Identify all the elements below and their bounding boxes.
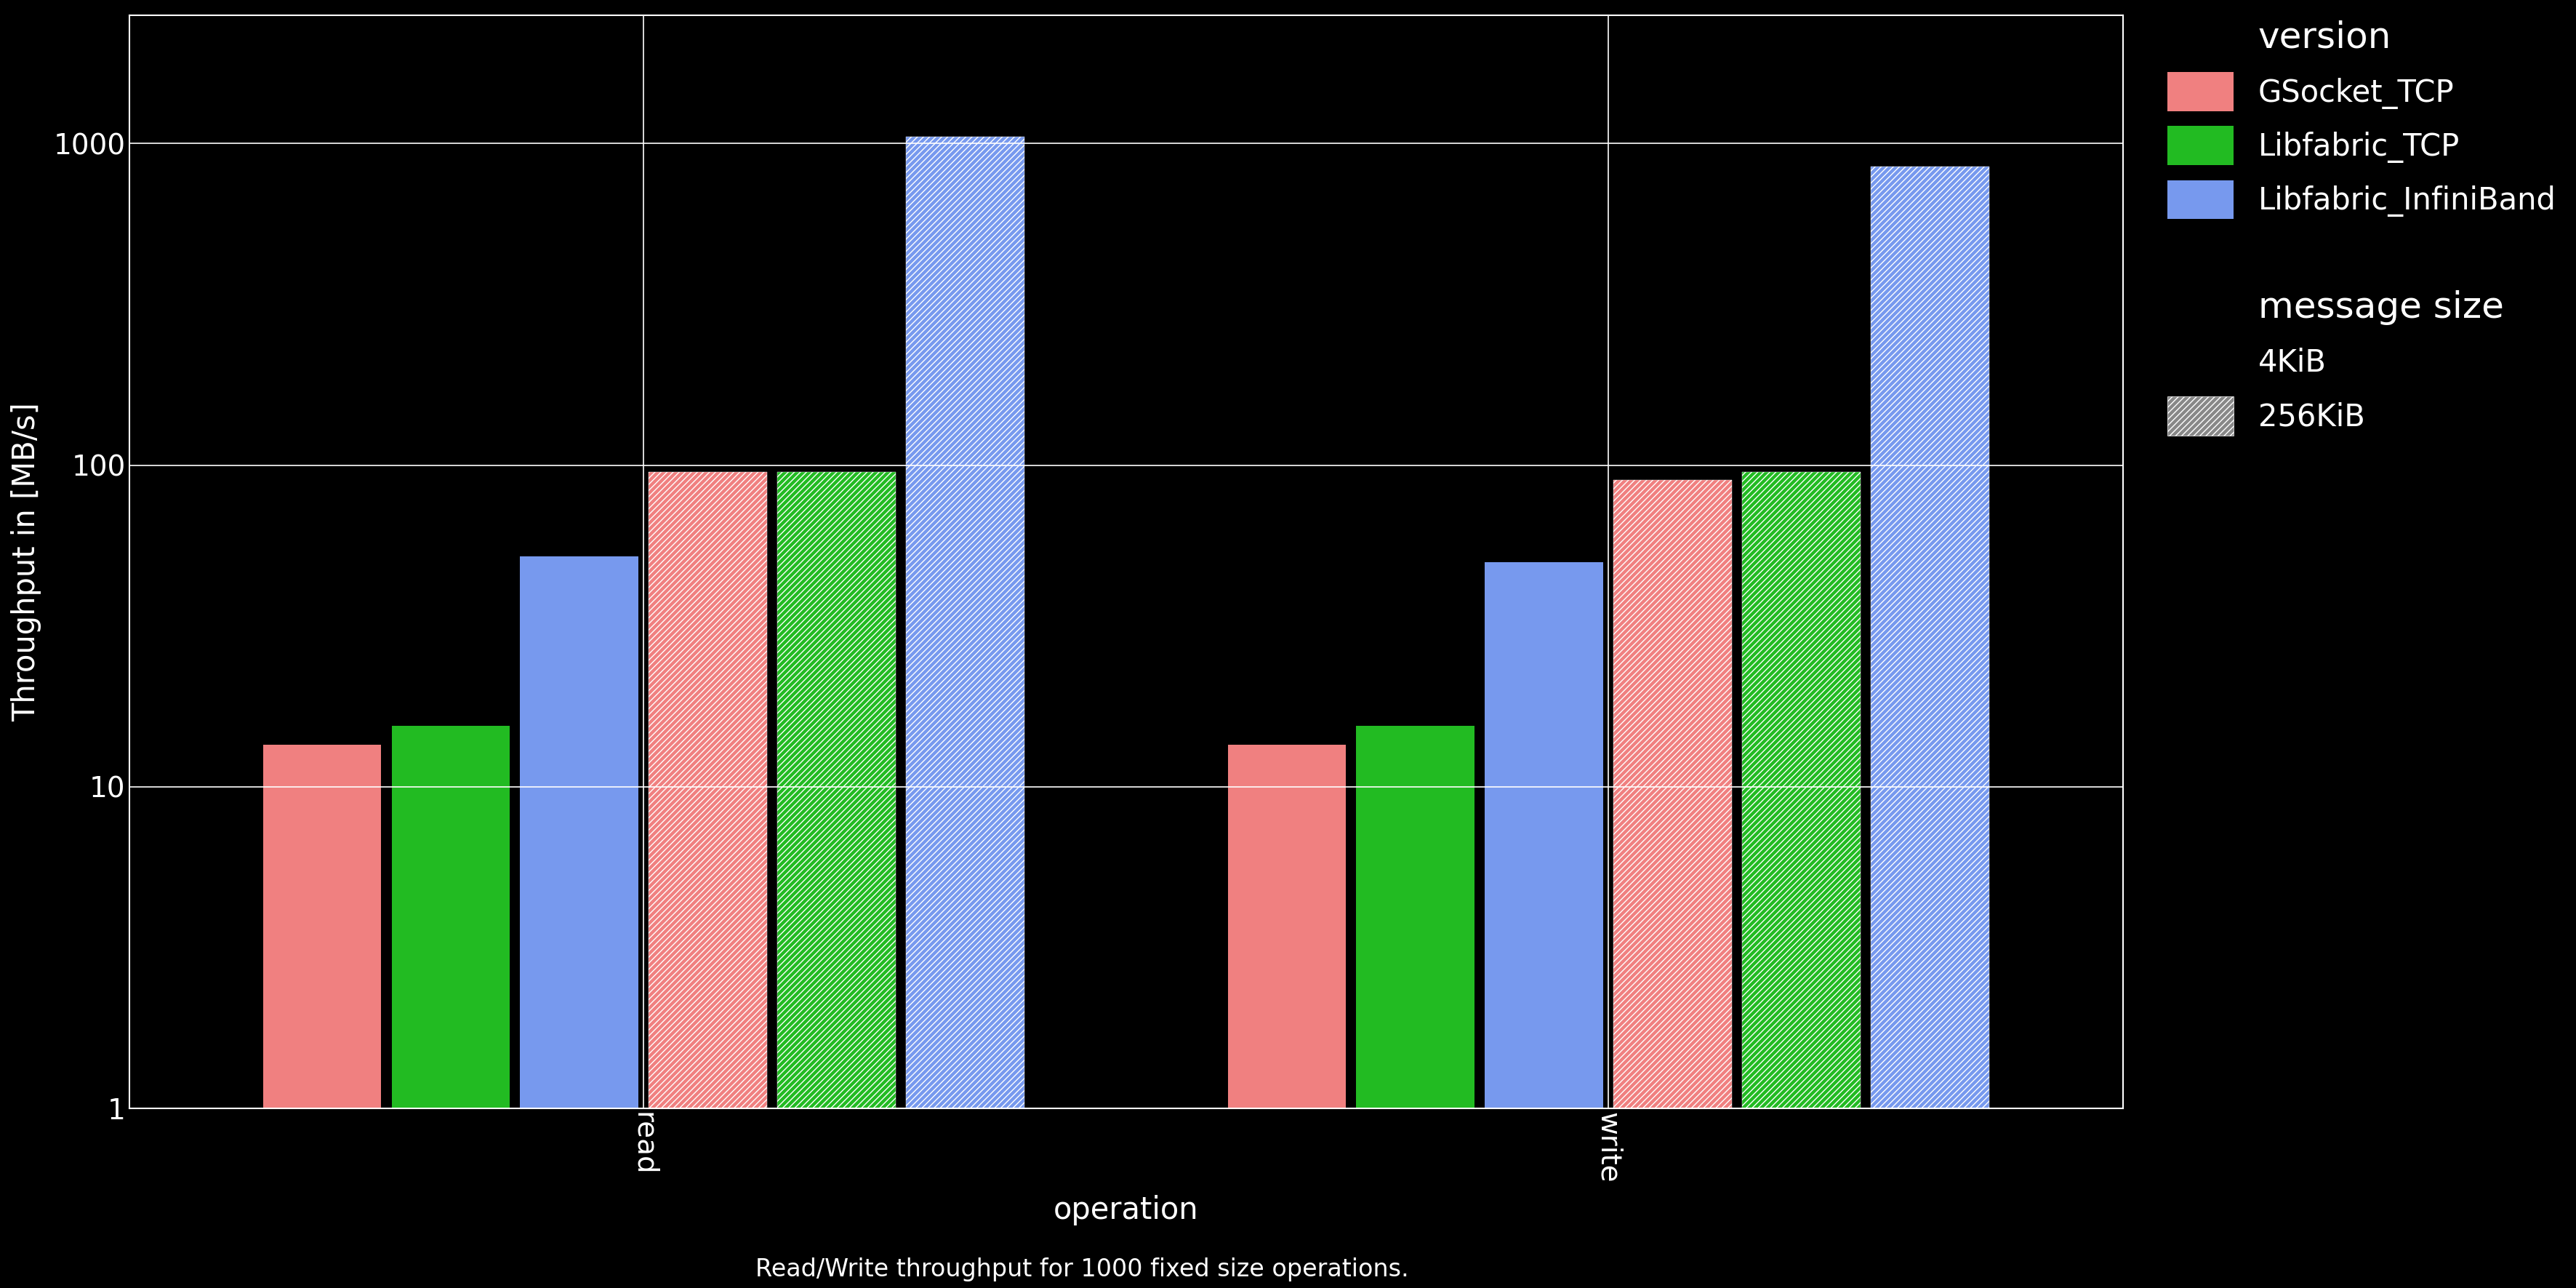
Bar (1741, 473, 1860, 1288)
Text: Read/Write throughput for 1000 fixed size operations.: Read/Write throughput for 1000 fixed siz… (755, 1257, 1409, 1282)
Bar (1870, 166, 1989, 1288)
Bar (392, 725, 510, 1288)
Y-axis label: Throughput in [MB/s]: Throughput in [MB/s] (10, 402, 41, 721)
Bar (778, 473, 896, 1288)
Bar (520, 556, 639, 1288)
Bar (263, 744, 381, 1288)
Legend: version, GSocket_TCP, Libfabric_TCP, Libfabric_InfiniBand, , message size, 4KiB,: version, GSocket_TCP, Libfabric_TCP, Lib… (2159, 9, 2566, 444)
Bar (1613, 480, 1731, 1288)
Bar (1484, 562, 1602, 1288)
Bar (1358, 725, 1473, 1288)
Bar (907, 137, 1025, 1288)
Bar (1229, 744, 1347, 1288)
X-axis label: operation: operation (1054, 1195, 1198, 1226)
Bar (649, 473, 768, 1288)
